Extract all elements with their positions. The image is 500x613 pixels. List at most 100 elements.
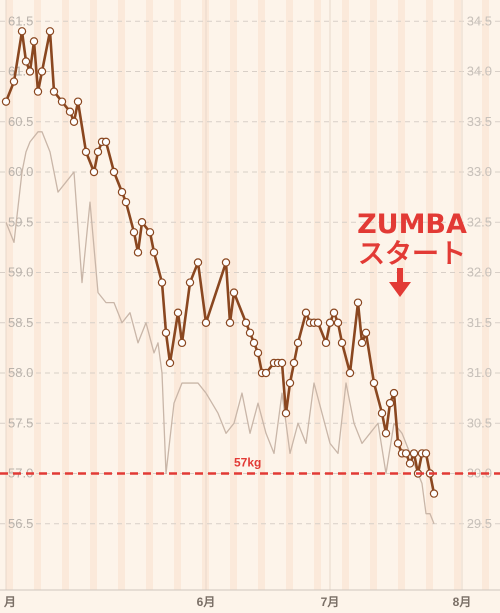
background-stripe bbox=[440, 0, 447, 590]
background-stripe bbox=[174, 0, 181, 590]
data-point bbox=[277, 358, 287, 368]
x-tick-label: 6月 bbox=[197, 595, 216, 609]
data-point bbox=[361, 328, 371, 337]
data-point bbox=[221, 258, 231, 267]
data-point bbox=[293, 338, 303, 348]
right-tick-label: 31.0 bbox=[467, 365, 492, 380]
data-point bbox=[225, 318, 235, 327]
data-point bbox=[369, 378, 379, 388]
background-stripe bbox=[20, 0, 27, 590]
data-point bbox=[21, 57, 31, 66]
data-point bbox=[281, 409, 291, 418]
series-secondary bbox=[5, 131, 435, 524]
x-tick-label: 8月 bbox=[453, 595, 472, 609]
background-stripe bbox=[454, 0, 461, 590]
background-stripe bbox=[188, 0, 195, 590]
background-stripe bbox=[300, 0, 307, 590]
data-point bbox=[409, 449, 419, 458]
right-tick-label: 30.0 bbox=[467, 466, 492, 481]
data-point bbox=[45, 27, 55, 36]
data-point bbox=[137, 218, 147, 227]
background-stripe bbox=[244, 0, 251, 590]
background-stripe bbox=[76, 0, 83, 590]
data-point bbox=[129, 228, 139, 237]
right-tick-label: 30.5 bbox=[467, 415, 492, 430]
background-stripe bbox=[286, 0, 293, 590]
left-tick-label: 60.0 bbox=[8, 164, 33, 179]
data-point bbox=[149, 248, 159, 257]
data-point bbox=[161, 328, 171, 337]
data-point bbox=[405, 459, 415, 468]
data-point bbox=[101, 137, 111, 147]
data-point bbox=[93, 147, 103, 157]
data-point bbox=[29, 37, 39, 46]
background-stripe bbox=[90, 0, 97, 590]
data-point bbox=[193, 258, 203, 267]
left-tick-label: 56.5 bbox=[8, 516, 33, 531]
left-tick-label: 57.5 bbox=[8, 415, 33, 430]
background-stripe bbox=[118, 0, 125, 590]
data-point bbox=[165, 358, 175, 368]
data-point bbox=[321, 338, 331, 348]
right-tick-label: 31.5 bbox=[467, 315, 492, 330]
left-tick-label: 59.5 bbox=[8, 214, 33, 229]
series-line bbox=[5, 131, 435, 524]
background-stripe bbox=[356, 0, 363, 590]
data-point bbox=[25, 67, 35, 76]
data-point bbox=[229, 288, 239, 297]
data-point bbox=[37, 67, 47, 76]
background-stripe bbox=[104, 0, 111, 590]
background-stripe bbox=[482, 0, 489, 590]
data-point bbox=[177, 338, 187, 348]
data-point bbox=[393, 439, 403, 448]
reference-line-label: 57kg bbox=[234, 456, 261, 470]
background-stripe bbox=[34, 0, 41, 590]
background-stripe bbox=[146, 0, 153, 590]
data-point bbox=[17, 27, 27, 36]
grid-lines bbox=[0, 0, 500, 591]
right-tick-label: 33.0 bbox=[467, 164, 492, 179]
data-point bbox=[329, 308, 339, 317]
annotation-text: スタート bbox=[358, 239, 466, 270]
background-stripe bbox=[426, 0, 433, 590]
target-reference-line: 57kg bbox=[0, 456, 500, 475]
background-stripe bbox=[48, 0, 55, 590]
data-point bbox=[249, 338, 259, 348]
data-point bbox=[261, 368, 271, 378]
right-tick-label: 32.0 bbox=[467, 265, 492, 280]
background-stripe bbox=[62, 0, 69, 590]
data-point bbox=[389, 388, 399, 398]
left-tick-label: 59.0 bbox=[8, 265, 33, 280]
data-point bbox=[65, 107, 75, 116]
left-tick-label: 60.5 bbox=[8, 114, 33, 129]
x-tick-label: 月 bbox=[3, 595, 16, 609]
data-point bbox=[157, 278, 167, 287]
data-point bbox=[185, 278, 195, 287]
data-point bbox=[173, 308, 183, 317]
background-stripe bbox=[258, 0, 265, 590]
data-point bbox=[1, 97, 11, 106]
series-primary bbox=[1, 27, 439, 498]
data-point bbox=[377, 409, 387, 418]
background-stripe bbox=[328, 0, 335, 590]
right-tick-label: 32.5 bbox=[467, 214, 492, 229]
background-stripe bbox=[6, 0, 13, 590]
left-y-axis: 56.557.057.558.058.559.059.560.060.561.0… bbox=[8, 13, 33, 531]
data-point bbox=[245, 328, 255, 337]
data-point bbox=[49, 87, 59, 96]
background-stripe bbox=[412, 0, 419, 590]
data-point bbox=[9, 77, 19, 86]
right-tick-label: 34.5 bbox=[467, 13, 492, 28]
background-stripe bbox=[384, 0, 391, 590]
data-point bbox=[57, 97, 67, 106]
data-point bbox=[89, 167, 99, 177]
data-point bbox=[201, 318, 211, 327]
data-point bbox=[109, 167, 119, 177]
data-point bbox=[385, 398, 395, 408]
data-point bbox=[353, 298, 363, 307]
annotation-arrow-head bbox=[389, 282, 411, 297]
data-point bbox=[121, 197, 131, 207]
left-tick-label: 58.0 bbox=[8, 365, 33, 380]
